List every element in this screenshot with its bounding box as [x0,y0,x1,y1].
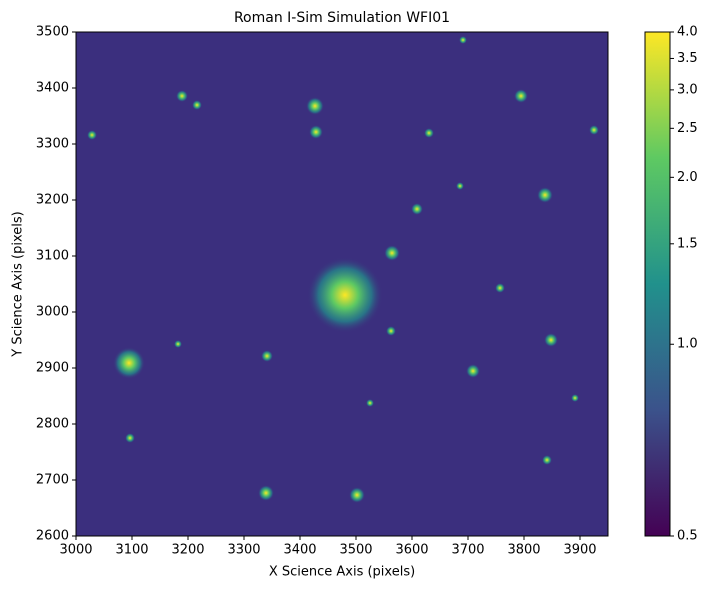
colorbar-tick-label: 0.5 [677,529,698,544]
star [514,89,528,103]
sources [87,36,599,503]
y-tick-label: 3000 [36,305,69,320]
colorbar-tick-label: 3.5 [677,51,698,66]
y-tick-label: 2600 [36,529,69,544]
x-tick-label: 3800 [507,543,540,558]
star [309,125,323,139]
star [261,350,273,362]
y-tick-label: 3100 [36,249,69,264]
x-tick-label: 3500 [339,543,372,558]
plot-frame [75,31,609,537]
star [192,100,202,110]
star [386,326,396,336]
star [589,125,599,135]
x-tick-label: 3600 [395,543,428,558]
colorbar-tick-label: 2.0 [677,170,698,185]
star [366,399,374,407]
y-tick-label: 3300 [36,137,69,152]
x-tick-label: 3200 [171,543,204,558]
galaxy [307,257,383,333]
colorbar-tick-label: 1.0 [677,337,698,352]
star [384,245,400,261]
x-tick-label: 3100 [115,543,148,558]
star [87,130,97,140]
star [258,485,274,501]
star [306,97,324,115]
star [495,283,505,293]
y-tick-label: 3500 [36,25,69,40]
star [176,90,188,102]
star [544,333,558,347]
x-tick-label: 3900 [563,543,596,558]
x-axis-label: X Science Axis (pixels) [269,565,415,580]
star [349,487,365,503]
star [571,394,579,402]
colorbar-tick-label: 1.5 [677,236,698,251]
x-tick-label: 3400 [283,543,316,558]
star [125,433,135,443]
x-tick-label: 3700 [451,543,484,558]
x-tick-label: 3000 [59,543,92,558]
star [459,36,467,44]
colorbar-tick-label: 3.0 [677,82,698,97]
star [456,182,464,190]
x-tick-label: 3300 [227,543,260,558]
y-tick-label: 2800 [36,417,69,432]
y-tick-label: 3200 [36,193,69,208]
star [424,128,434,138]
y-tick-label: 2700 [36,473,69,488]
star [411,203,423,215]
star [537,187,553,203]
galaxy [113,347,145,379]
chart-title: Roman I-Sim Simulation WFI01 [234,10,450,26]
star [542,455,552,465]
y-tick-label: 2900 [36,361,69,376]
colorbar [644,31,671,537]
colorbar-tick-label: 2.5 [677,121,698,136]
y-axis-label: Y Science Axis (pixels) [11,211,26,357]
star [174,340,182,348]
colorbar-tick-label: 4.0 [677,25,698,40]
star [466,364,480,378]
y-tick-label: 3400 [36,81,69,96]
